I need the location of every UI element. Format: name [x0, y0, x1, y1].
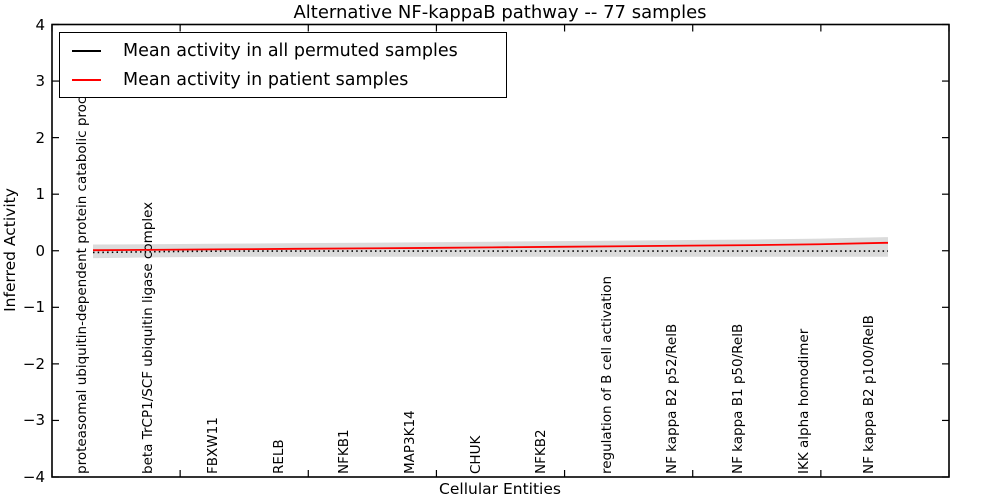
- legend-label-permuted: Mean activity in all permuted samples: [123, 40, 458, 61]
- x-axis-label: Cellular Entities: [439, 480, 561, 498]
- y-tick-label: 2: [35, 128, 45, 147]
- legend-label-patient: Mean activity in patient samples: [123, 69, 409, 90]
- axis-ticks: [51, 23, 950, 478]
- y-tick-label: 4: [35, 15, 45, 34]
- y-tick-label: 1: [35, 185, 45, 204]
- y-tick-label: −3: [22, 411, 45, 430]
- y-tick-label: 0: [35, 241, 45, 260]
- y-tick-label: −1: [22, 298, 45, 317]
- y-tick-label: 3: [35, 72, 45, 91]
- patient-line-sample-icon: [72, 78, 101, 81]
- series-patient-line: [93, 241, 888, 252]
- legend-item-patient: Mean activity in patient samples: [60, 65, 506, 94]
- chart-title: Alternative NF-kappaB pathway -- 77 samp…: [293, 2, 707, 23]
- permuted-line-sample-icon: [72, 49, 101, 52]
- legend-item-permuted: Mean activity in all permuted samples: [60, 36, 506, 65]
- y-axis-label: Inferred Activity: [1, 188, 19, 312]
- y-tick-label: −2: [22, 354, 45, 373]
- y-tick-label: −4: [22, 468, 45, 486]
- legend-box: Mean activity in all permuted samples Me…: [59, 32, 507, 98]
